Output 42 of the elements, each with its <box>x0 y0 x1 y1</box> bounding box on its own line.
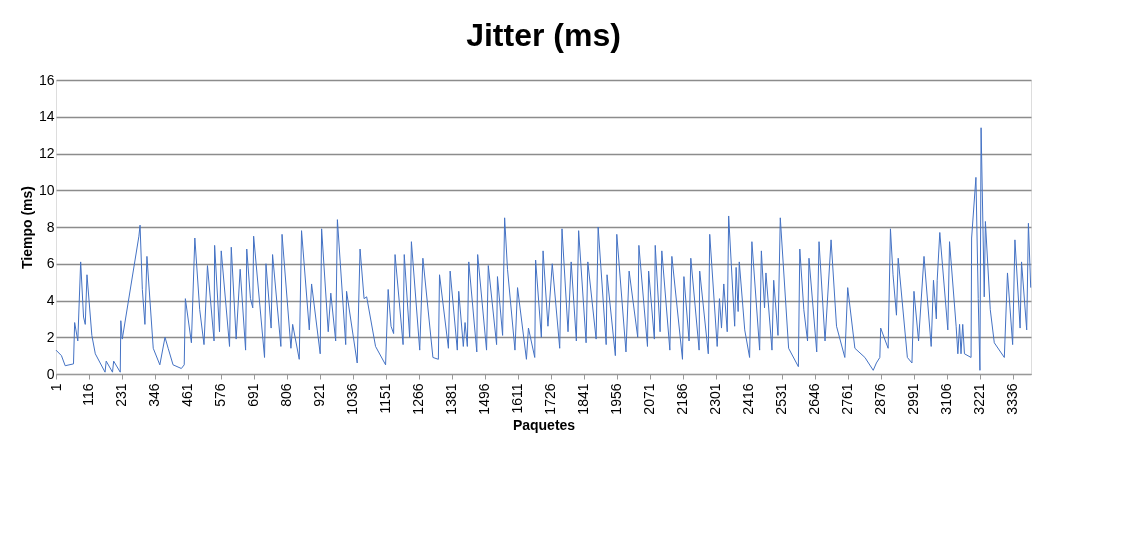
x-tick-label: 2646 <box>806 383 823 415</box>
x-tick-label: 1381 <box>443 383 460 415</box>
x-tick-label: 1611 <box>509 383 526 414</box>
y-tick-label: 10 <box>38 181 55 198</box>
y-tick-label: 4 <box>46 292 55 308</box>
y-tick-label: 2 <box>46 328 55 345</box>
x-tick-label: 116 <box>80 383 97 406</box>
x-tick-label: 2761 <box>839 383 856 415</box>
x-tick-label: 1841 <box>575 383 592 415</box>
x-tick-label: 2186 <box>674 383 691 415</box>
y-tick-label: 8 <box>46 218 55 235</box>
x-tick-label: 1726 <box>542 383 559 415</box>
y-tick-label: 16 <box>38 71 55 88</box>
x-tick-label: 576 <box>212 383 229 407</box>
y-tick-label: 14 <box>38 108 55 125</box>
x-tick-label: 2301 <box>707 383 724 415</box>
x-tick-label: 1151 <box>377 383 394 414</box>
x-tick-label: 1956 <box>608 383 625 415</box>
x-tick-label: 806 <box>278 383 295 407</box>
x-tick-label: 3336 <box>1004 383 1021 415</box>
x-tick-label: 2531 <box>773 383 790 415</box>
x-tick-label: 3106 <box>938 383 955 415</box>
x-tick-label: 3221 <box>971 383 988 415</box>
x-tick-label: 231 <box>113 383 130 407</box>
y-axis-title: Tiempo (ms) <box>18 186 35 269</box>
x-tick-label: 1266 <box>410 383 427 415</box>
x-tick-label: 2416 <box>740 383 757 415</box>
x-tick-label: 461 <box>179 383 196 407</box>
x-tick-label: 691 <box>245 383 262 407</box>
y-tick-label: 6 <box>46 255 55 272</box>
chart-title: Jitter (ms) <box>466 17 621 53</box>
y-tick-label: 0 <box>46 365 55 382</box>
x-tick-label: 921 <box>311 383 328 407</box>
x-tick-label: 1 <box>47 383 64 392</box>
x-tick-label: 1496 <box>476 383 493 415</box>
x-axis-title: Paquetes <box>512 416 576 433</box>
y-tick-label: 12 <box>38 145 55 161</box>
x-tick-label: 2071 <box>641 383 658 415</box>
x-tick-label: 2876 <box>872 383 889 415</box>
x-tick-label: 1036 <box>344 383 361 415</box>
x-tick-label: 346 <box>146 383 163 407</box>
x-tick-label: 2991 <box>905 383 922 415</box>
